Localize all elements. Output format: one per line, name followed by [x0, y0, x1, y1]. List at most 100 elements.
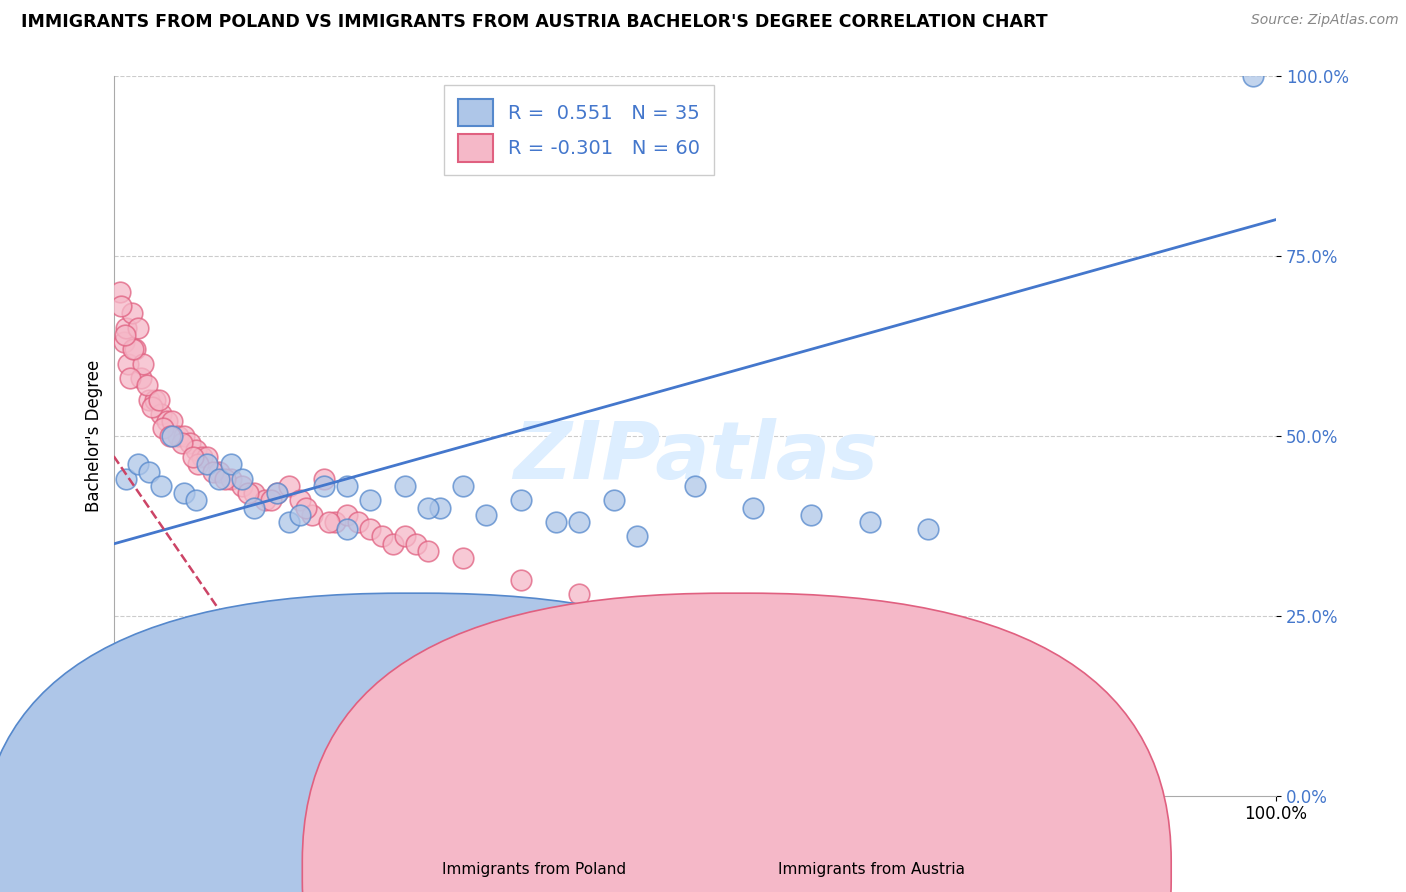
- Point: [510, 573, 533, 587]
- Point: [115, 320, 138, 334]
- Point: [336, 508, 359, 522]
- Text: ZIPatlas: ZIPatlas: [513, 418, 877, 496]
- Point: [195, 458, 218, 472]
- Point: [336, 479, 359, 493]
- Point: [115, 472, 138, 486]
- Point: [127, 458, 149, 472]
- Point: [138, 392, 160, 407]
- Point: [858, 515, 880, 529]
- Point: [183, 450, 205, 465]
- Point: [359, 493, 381, 508]
- Point: [231, 479, 253, 493]
- Point: [370, 529, 392, 543]
- Point: [122, 342, 145, 356]
- Point: [143, 392, 166, 407]
- Point: [219, 472, 242, 486]
- Point: [451, 551, 474, 566]
- Point: [219, 458, 242, 472]
- Point: [167, 428, 190, 442]
- Point: [136, 378, 159, 392]
- Point: [290, 493, 312, 508]
- Point: [208, 465, 231, 479]
- Point: [187, 458, 209, 472]
- Point: [170, 435, 193, 450]
- Point: [127, 320, 149, 334]
- Point: [138, 465, 160, 479]
- Text: Immigrants from Poland: Immigrants from Poland: [443, 863, 626, 877]
- Point: [917, 522, 939, 536]
- Point: [190, 450, 212, 465]
- Point: [195, 450, 218, 465]
- Point: [243, 486, 266, 500]
- Point: [312, 472, 335, 486]
- Text: IMMIGRANTS FROM POLAND VS IMMIGRANTS FROM AUSTRIA BACHELOR'S DEGREE CORRELATION : IMMIGRANTS FROM POLAND VS IMMIGRANTS FRO…: [21, 13, 1047, 31]
- Point: [295, 500, 318, 515]
- Point: [312, 479, 335, 493]
- Point: [405, 537, 427, 551]
- Point: [148, 392, 170, 407]
- Point: [510, 493, 533, 508]
- Point: [118, 371, 141, 385]
- Point: [318, 515, 340, 529]
- Point: [683, 479, 706, 493]
- Point: [243, 500, 266, 515]
- Point: [173, 486, 195, 500]
- Point: [110, 299, 132, 313]
- Point: [124, 342, 146, 356]
- Point: [152, 421, 174, 435]
- Y-axis label: Bachelor's Degree: Bachelor's Degree: [86, 359, 103, 512]
- Text: Source: ZipAtlas.com: Source: ZipAtlas.com: [1251, 13, 1399, 28]
- Point: [149, 479, 172, 493]
- Point: [141, 400, 163, 414]
- Point: [184, 443, 207, 458]
- Point: [112, 334, 135, 349]
- Point: [1241, 69, 1264, 83]
- Point: [301, 508, 323, 522]
- Point: [121, 306, 143, 320]
- Point: [260, 493, 283, 508]
- Point: [110, 285, 132, 299]
- Point: [323, 515, 346, 529]
- Point: [336, 522, 359, 536]
- Point: [429, 500, 451, 515]
- Point: [416, 544, 439, 558]
- Point: [394, 479, 416, 493]
- Point: [202, 465, 225, 479]
- Text: Immigrants from Austria: Immigrants from Austria: [778, 863, 966, 877]
- Point: [394, 529, 416, 543]
- Point: [568, 515, 591, 529]
- Point: [266, 486, 288, 500]
- Point: [173, 428, 195, 442]
- Legend: R =  0.551   N = 35, R = -0.301   N = 60: R = 0.551 N = 35, R = -0.301 N = 60: [444, 86, 714, 175]
- Point: [800, 508, 823, 522]
- Point: [266, 486, 288, 500]
- Point: [236, 486, 259, 500]
- Point: [451, 479, 474, 493]
- Point: [214, 472, 236, 486]
- Point: [568, 587, 591, 601]
- Point: [162, 414, 184, 428]
- Point: [382, 537, 405, 551]
- Point: [359, 522, 381, 536]
- Point: [117, 357, 139, 371]
- Point: [184, 493, 207, 508]
- Point: [290, 508, 312, 522]
- Point: [475, 508, 498, 522]
- Point: [544, 515, 567, 529]
- Point: [231, 472, 253, 486]
- Point: [179, 435, 201, 450]
- Point: [277, 515, 299, 529]
- Point: [162, 428, 184, 442]
- Point: [416, 500, 439, 515]
- Point: [114, 327, 136, 342]
- Point: [132, 357, 155, 371]
- Point: [626, 529, 648, 543]
- Point: [159, 428, 181, 442]
- Point: [208, 472, 231, 486]
- Point: [603, 493, 626, 508]
- Point: [129, 371, 152, 385]
- Point: [277, 479, 299, 493]
- Point: [254, 493, 277, 508]
- Point: [149, 407, 172, 421]
- Point: [742, 500, 765, 515]
